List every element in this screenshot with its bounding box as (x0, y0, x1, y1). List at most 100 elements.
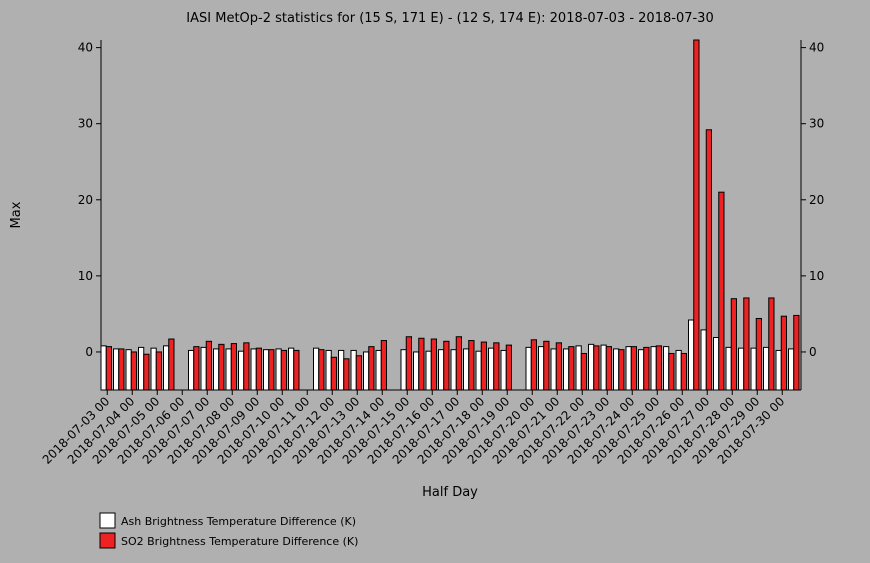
bar (105, 346, 112, 391)
bar (355, 355, 362, 391)
bar (100, 345, 107, 391)
bar (663, 346, 670, 391)
bar (488, 347, 495, 391)
bar (618, 349, 625, 391)
bar (363, 351, 370, 391)
bar (250, 348, 257, 391)
bar (243, 342, 250, 391)
bar (463, 348, 470, 391)
y2-tick-label: 40 (809, 41, 824, 55)
y-tick-label: 40 (78, 41, 93, 55)
bar (743, 297, 750, 391)
bar (705, 129, 712, 391)
bar (443, 340, 450, 391)
bar (780, 315, 787, 391)
bar (575, 345, 582, 391)
bar (218, 343, 225, 391)
bar (188, 349, 195, 391)
bar (418, 337, 425, 391)
bar (168, 338, 175, 391)
bar (593, 345, 600, 391)
bar (263, 349, 270, 391)
y-axis-label: Max (9, 201, 24, 228)
bar (475, 350, 482, 391)
y-tick-label: 10 (78, 269, 93, 283)
bar (555, 342, 562, 391)
bar (293, 349, 300, 391)
bar (775, 349, 782, 391)
y2-tick-label: 20 (809, 193, 824, 207)
bar (425, 350, 432, 391)
y2-tick-label: 0 (809, 345, 817, 359)
bar (288, 347, 295, 391)
y2-tick-label: 10 (809, 269, 824, 283)
bar (330, 356, 337, 391)
y-tick-label: 30 (78, 117, 93, 131)
bar (405, 336, 412, 391)
bar (630, 346, 637, 391)
bar (480, 341, 487, 391)
bar (325, 349, 332, 391)
bar (580, 352, 587, 391)
bar (430, 338, 437, 391)
bar (230, 343, 237, 391)
bar (438, 349, 445, 391)
x-axis-label: Half Day (422, 485, 478, 500)
bar (213, 348, 220, 391)
bar (380, 340, 387, 391)
chart-title: IASI MetOp-2 statistics for (15 S, 171 E… (186, 11, 713, 26)
bar (505, 344, 512, 391)
bar (600, 344, 607, 391)
bar (275, 348, 282, 391)
bar (468, 340, 475, 391)
bar (675, 349, 682, 391)
bar (568, 346, 575, 391)
bar (668, 352, 675, 391)
bar (205, 340, 212, 391)
bar (730, 298, 737, 391)
bar (530, 339, 537, 391)
legend-swatch (99, 512, 116, 529)
bar (318, 349, 325, 391)
bar (163, 345, 170, 391)
bar (125, 349, 132, 391)
y-tick-label: 0 (85, 345, 93, 359)
bar (130, 351, 137, 391)
bar (193, 346, 200, 391)
bar (543, 340, 550, 391)
bar (605, 346, 612, 391)
bar (718, 191, 725, 391)
bar (738, 347, 745, 391)
y-tick-label: 20 (78, 193, 93, 207)
legend-label: Ash Brightness Temperature Difference (K… (121, 515, 356, 528)
legend-label: SO2 Brightness Temperature Difference (K… (121, 535, 358, 548)
legend-swatch (99, 532, 116, 549)
bar (338, 349, 345, 391)
bar (138, 346, 145, 391)
bar (625, 346, 632, 391)
bar (450, 349, 457, 391)
bar (713, 337, 720, 391)
bar (200, 346, 207, 391)
bar (550, 348, 557, 391)
bar (643, 346, 650, 391)
bar (725, 346, 732, 391)
bar (755, 317, 762, 391)
bar (143, 353, 150, 391)
bar (563, 348, 570, 391)
bar (688, 319, 695, 391)
bar (155, 351, 162, 391)
bar (350, 349, 357, 391)
bar (455, 336, 462, 391)
bar (588, 343, 595, 391)
bar (788, 348, 795, 391)
bar (280, 349, 287, 391)
bar (368, 346, 375, 391)
bar (538, 346, 545, 391)
bar (255, 347, 262, 391)
bar (400, 349, 407, 391)
bar (375, 349, 382, 391)
bar (118, 348, 125, 391)
bar (493, 342, 500, 391)
